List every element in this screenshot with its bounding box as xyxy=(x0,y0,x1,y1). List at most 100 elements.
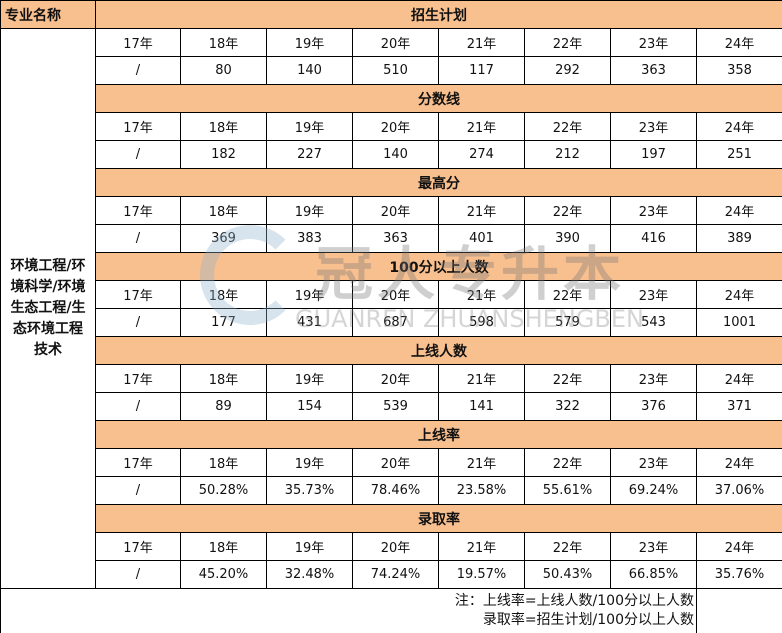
year-cell: 20年 xyxy=(352,280,439,309)
year-cell: 17年 xyxy=(95,364,181,393)
value-cell: 74.24% xyxy=(352,560,439,589)
section-header-row: 上线率 xyxy=(1,420,782,449)
value-cell: 401 xyxy=(438,224,525,253)
value-cell: 141 xyxy=(438,392,525,421)
year-cell: 23年 xyxy=(610,112,697,141)
year-cell: 17年 xyxy=(95,280,181,309)
value-cell: 227 xyxy=(266,140,353,169)
value-cell: 140 xyxy=(266,56,353,85)
value-cell: 390 xyxy=(524,224,611,253)
year-cell: 22年 xyxy=(524,196,611,225)
year-cell: 19年 xyxy=(266,364,353,393)
value-cell: 369 xyxy=(180,224,267,253)
year-cell: 22年 xyxy=(524,532,611,561)
year-cell: 18年 xyxy=(180,364,267,393)
value-cell: / xyxy=(95,308,181,337)
year-cell: 20年 xyxy=(352,28,439,57)
year-cell: 19年 xyxy=(266,532,353,561)
empty-cell xyxy=(696,588,782,633)
note-line-2: 录取率=招生计划/100分以上人数 xyxy=(482,612,694,628)
value-cell: 292 xyxy=(524,56,611,85)
year-cell: 23年 xyxy=(610,532,697,561)
value-row: /80 140 510 117 292 363 358 xyxy=(1,56,782,85)
value-cell: 197 xyxy=(610,140,697,169)
value-cell: 358 xyxy=(696,56,782,85)
value-cell: / xyxy=(95,140,181,169)
year-cell: 20年 xyxy=(352,532,439,561)
year-row: 17年 18年 19年 20年 21年 22年 23年 24年 xyxy=(1,448,782,477)
section-title: 上线人数 xyxy=(95,336,782,365)
note-cell: 注：上线率=上线人数/100分以上人数录取率=招生计划/100分以上人数 xyxy=(0,588,697,633)
year-cell: 24年 xyxy=(696,532,782,561)
year-cell: 24年 xyxy=(696,448,782,477)
year-cell: 23年 xyxy=(610,28,697,57)
value-cell: 539 xyxy=(352,392,439,421)
year-cell: 20年 xyxy=(352,364,439,393)
value-row: /50.28% 35.73% 78.46% 23.58% 55.61% 69.24% 37.… xyxy=(1,476,782,505)
value-cell: 322 xyxy=(524,392,611,421)
year-cell: 20年 xyxy=(352,448,439,477)
year-cell: 23年 xyxy=(610,448,697,477)
year-cell: 23年 xyxy=(610,280,697,309)
value-cell: 35.73% xyxy=(266,476,353,505)
value-cell: / xyxy=(95,476,181,505)
year-cell: 17年 xyxy=(95,112,181,141)
value-cell: 431 xyxy=(266,308,353,337)
year-cell: 23年 xyxy=(610,364,697,393)
value-cell: 78.46% xyxy=(352,476,439,505)
year-cell: 19年 xyxy=(266,280,353,309)
year-cell: 18年 xyxy=(180,532,267,561)
value-cell: 140 xyxy=(352,140,439,169)
value-cell: 376 xyxy=(610,392,697,421)
value-cell: / xyxy=(95,560,181,589)
value-cell: 45.20% xyxy=(180,560,267,589)
value-cell: 274 xyxy=(438,140,525,169)
value-cell: 598 xyxy=(438,308,525,337)
value-cell: 117 xyxy=(438,56,525,85)
section-header-row: 录取率 xyxy=(1,504,782,533)
value-cell: 32.48% xyxy=(266,560,353,589)
year-row: 17年 18年 19年 20年 21年 22年 23年 24年 xyxy=(1,196,782,225)
section-header-row: 分数线 xyxy=(1,84,782,113)
year-cell: 24年 xyxy=(696,280,782,309)
value-cell: 251 xyxy=(696,140,782,169)
year-cell: 24年 xyxy=(696,112,782,141)
year-cell: 17年 xyxy=(95,196,181,225)
value-cell: / xyxy=(95,224,181,253)
value-cell: 154 xyxy=(266,392,353,421)
value-cell: 23.58% xyxy=(438,476,525,505)
year-cell: 22年 xyxy=(524,280,611,309)
value-cell: 35.76% xyxy=(696,560,782,589)
value-cell: 579 xyxy=(524,308,611,337)
year-cell: 20年 xyxy=(352,112,439,141)
value-cell: 55.61% xyxy=(524,476,611,505)
year-cell: 19年 xyxy=(266,196,353,225)
note-line-1: 注：上线率=上线人数/100分以上人数 xyxy=(454,593,694,609)
year-cell: 24年 xyxy=(696,28,782,57)
year-cell: 18年 xyxy=(180,448,267,477)
value-cell: 50.43% xyxy=(524,560,611,589)
year-cell: 22年 xyxy=(524,112,611,141)
year-cell: 24年 xyxy=(696,196,782,225)
value-row: /45.20% 32.48% 74.24% 19.57% 50.43% 66.85% 35.… xyxy=(1,560,782,589)
major-name: 环境工程/环境科学/环境生态工程/生态环境工程技术 xyxy=(0,28,96,589)
value-cell: 212 xyxy=(524,140,611,169)
value-cell: 37.06% xyxy=(696,476,782,505)
year-cell: 22年 xyxy=(524,364,611,393)
year-cell: 19年 xyxy=(266,28,353,57)
year-cell: 21年 xyxy=(438,280,525,309)
year-cell: 18年 xyxy=(180,196,267,225)
value-cell: 687 xyxy=(352,308,439,337)
section-header-row: 100分以上人数 xyxy=(1,252,782,281)
year-cell: 18年 xyxy=(180,112,267,141)
value-cell: 69.24% xyxy=(610,476,697,505)
year-row: 17年 18年 19年 20年 21年 22年 23年 24年 xyxy=(1,364,782,393)
year-cell: 21年 xyxy=(438,28,525,57)
value-cell: 416 xyxy=(610,224,697,253)
year-cell: 18年 xyxy=(180,28,267,57)
value-cell: 371 xyxy=(696,392,782,421)
value-cell: 543 xyxy=(610,308,697,337)
section-title: 录取率 xyxy=(95,504,782,533)
section-title: 上线率 xyxy=(95,420,782,449)
